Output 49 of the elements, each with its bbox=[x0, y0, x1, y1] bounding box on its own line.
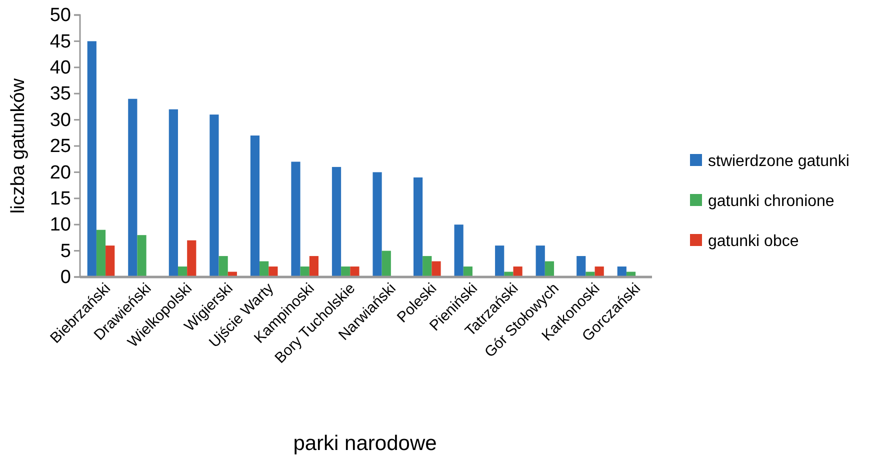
bar bbox=[382, 250, 391, 277]
bar bbox=[544, 261, 554, 277]
bar bbox=[454, 224, 464, 277]
y-tick-label: 15 bbox=[50, 188, 71, 210]
bar bbox=[260, 261, 269, 277]
bar bbox=[291, 162, 300, 277]
y-tick-label: 35 bbox=[50, 84, 71, 105]
bar bbox=[617, 266, 626, 277]
legend-label: stwierdzone gatunki bbox=[708, 153, 850, 170]
bar bbox=[332, 166, 342, 277]
bar bbox=[309, 256, 319, 277]
y-tick-label: 40 bbox=[50, 57, 71, 78]
bar bbox=[210, 114, 219, 277]
bar bbox=[513, 266, 522, 277]
bar bbox=[372, 172, 382, 277]
x-axis-title: parki narodowe bbox=[293, 432, 437, 455]
y-tick-label: 50 bbox=[50, 5, 71, 26]
legend-label: gatunki obce bbox=[708, 233, 799, 250]
bar bbox=[413, 177, 423, 277]
y-tick-label: 10 bbox=[50, 214, 71, 236]
bar bbox=[137, 235, 146, 277]
bar bbox=[106, 246, 115, 277]
y-tick-label: 20 bbox=[50, 162, 71, 184]
bar bbox=[96, 230, 106, 277]
y-tick-label: 0 bbox=[60, 267, 71, 288]
y-tick-label: 5 bbox=[60, 240, 71, 262]
legend-label: gatunki chronione bbox=[708, 193, 834, 210]
bar bbox=[168, 109, 178, 277]
bar bbox=[432, 261, 441, 277]
y-tick-label: 25 bbox=[50, 136, 71, 158]
bar bbox=[268, 266, 278, 277]
bar bbox=[87, 41, 96, 277]
bar bbox=[187, 240, 196, 277]
bar bbox=[341, 266, 350, 277]
y-tick-label: 30 bbox=[50, 110, 71, 131]
bar bbox=[218, 256, 228, 277]
bar bbox=[300, 266, 310, 277]
bar bbox=[536, 246, 545, 277]
bar bbox=[576, 256, 586, 277]
bar bbox=[422, 256, 432, 277]
bar bbox=[128, 98, 138, 277]
y-axis-title: liczba gatunków bbox=[8, 78, 29, 214]
bar bbox=[178, 266, 188, 277]
bar bbox=[495, 246, 504, 277]
bar bbox=[350, 266, 360, 277]
bar bbox=[250, 136, 260, 277]
bar bbox=[594, 266, 604, 277]
bar bbox=[463, 266, 472, 277]
y-tick-label: 45 bbox=[50, 31, 71, 52]
